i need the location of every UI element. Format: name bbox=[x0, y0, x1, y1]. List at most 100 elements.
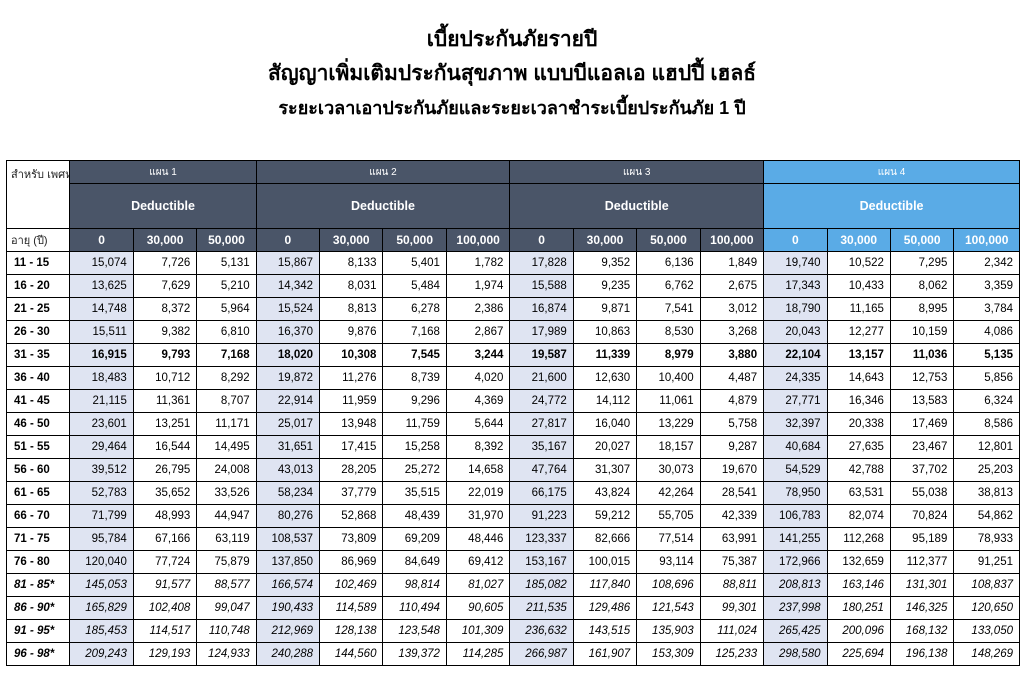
premium-cell: 42,264 bbox=[636, 481, 701, 505]
premium-cell: 17,415 bbox=[319, 435, 384, 459]
premium-cell: 1,849 bbox=[699, 251, 765, 275]
premium-cell: 132,659 bbox=[826, 550, 891, 574]
premium-cell: 17,828 bbox=[509, 251, 574, 275]
premium-cell: 8,372 bbox=[132, 297, 198, 321]
premium-cell: 7,168 bbox=[196, 343, 257, 367]
premium-cell: 26,795 bbox=[132, 458, 198, 482]
age-range-cell: 36 - 40 bbox=[5, 366, 71, 390]
premium-cell: 14,658 bbox=[445, 458, 511, 482]
table-row: 16 - 20 13,625 7,629 5,210 14,342 8,031 5,484 1… bbox=[5, 274, 1020, 298]
premium-cell: 91,251 bbox=[953, 550, 1020, 574]
premium-cell: 67,166 bbox=[132, 527, 198, 551]
premium-cell: 82,666 bbox=[572, 527, 638, 551]
age-column-header: อายุ (ปี) bbox=[5, 228, 71, 252]
premium-cell: 24,008 bbox=[196, 458, 257, 482]
premium-cell: 9,235 bbox=[572, 274, 638, 298]
premium-cell: 11,959 bbox=[319, 389, 384, 413]
premium-cell: 37,779 bbox=[319, 481, 384, 505]
premium-cell: 32,397 bbox=[763, 412, 828, 436]
premium-cell: 14,342 bbox=[255, 274, 321, 298]
premium-cell: 70,824 bbox=[889, 504, 955, 528]
premium-cell: 16,915 bbox=[69, 343, 134, 367]
premium-cell: 99,047 bbox=[196, 596, 257, 620]
premium-cell: 5,210 bbox=[196, 274, 257, 298]
premium-cell: 124,933 bbox=[196, 642, 257, 666]
premium-cell: 20,043 bbox=[763, 320, 828, 344]
premium-cell: 18,020 bbox=[255, 343, 321, 367]
table-row: 36 - 40 18,483 10,712 8,292 19,872 11,276 8,73… bbox=[5, 366, 1020, 390]
premium-cell: 8,292 bbox=[196, 366, 257, 390]
premium-cell: 128,138 bbox=[319, 619, 384, 643]
premium-cell: 47,764 bbox=[509, 458, 574, 482]
premium-cell: 6,278 bbox=[382, 297, 447, 321]
premium-cell: 120,040 bbox=[69, 550, 134, 574]
premium-cell: 73,809 bbox=[319, 527, 384, 551]
premium-cell: 3,359 bbox=[953, 274, 1020, 298]
premium-cell: 114,589 bbox=[319, 596, 384, 620]
premium-cell: 6,136 bbox=[636, 251, 701, 275]
premium-cell: 15,524 bbox=[255, 297, 321, 321]
age-range-cell: 11 - 15 bbox=[5, 251, 71, 275]
premium-cell: 52,868 bbox=[319, 504, 384, 528]
premium-cell: 14,748 bbox=[69, 297, 134, 321]
premium-cell: 77,724 bbox=[132, 550, 198, 574]
premium-cell: 20,338 bbox=[826, 412, 891, 436]
premium-cell: 14,643 bbox=[826, 366, 891, 390]
age-range-cell: 56 - 60 bbox=[5, 458, 71, 482]
premium-cell: 78,950 bbox=[763, 481, 828, 505]
premium-cell: 108,537 bbox=[255, 527, 321, 551]
premium-cell: 78,933 bbox=[953, 527, 1020, 551]
premium-cell: 75,387 bbox=[699, 550, 765, 574]
premium-cell: 81,027 bbox=[445, 573, 511, 597]
premium-cell: 7,541 bbox=[636, 297, 701, 321]
age-range-cell: 61 - 65 bbox=[5, 481, 71, 505]
premium-cell: 8,031 bbox=[319, 274, 384, 298]
premium-cell: 33,526 bbox=[196, 481, 257, 505]
age-range-cell: 76 - 80 bbox=[5, 550, 71, 574]
plan-2-deductible-column-header: 0 bbox=[255, 228, 321, 252]
premium-cell: 163,146 bbox=[826, 573, 891, 597]
premium-cell: 161,907 bbox=[572, 642, 638, 666]
premium-cell: 75,879 bbox=[196, 550, 257, 574]
premium-cell: 8,530 bbox=[636, 320, 701, 344]
premium-cell: 27,817 bbox=[509, 412, 574, 436]
premium-cell: 16,040 bbox=[572, 412, 638, 436]
premium-cell: 6,810 bbox=[196, 320, 257, 344]
premium-cell: 10,712 bbox=[132, 366, 198, 390]
premium-cell: 10,308 bbox=[319, 343, 384, 367]
premium-cell: 23,601 bbox=[69, 412, 134, 436]
premium-cell: 13,625 bbox=[69, 274, 134, 298]
premium-cell: 7,726 bbox=[132, 251, 198, 275]
premium-cell: 7,295 bbox=[889, 251, 955, 275]
age-range-cell: 91 - 95* bbox=[5, 619, 71, 643]
plan-2-deductible-column-header: 30,000 bbox=[319, 228, 384, 252]
premium-cell: 22,914 bbox=[255, 389, 321, 413]
premium-cell: 38,813 bbox=[953, 481, 1020, 505]
premium-cell: 55,038 bbox=[889, 481, 955, 505]
premium-cell: 58,234 bbox=[255, 481, 321, 505]
premium-cell: 196,138 bbox=[889, 642, 955, 666]
page-subtitle: สัญญาเพิ่มเติมประกันสุขภาพ แบบบีแอลเอ แฮ… bbox=[267, 62, 757, 85]
premium-cell: 2,867 bbox=[445, 320, 511, 344]
premium-cell: 22,104 bbox=[763, 343, 828, 367]
premium-cell: 48,439 bbox=[382, 504, 447, 528]
premium-cell: 5,401 bbox=[382, 251, 447, 275]
premium-cell: 18,790 bbox=[763, 297, 828, 321]
premium-cell: 16,544 bbox=[132, 435, 198, 459]
table-row: 11 - 15 15,074 7,726 5,131 15,867 8,133 5,401 1… bbox=[5, 251, 1020, 275]
premium-cell: 4,487 bbox=[699, 366, 765, 390]
premium-cell: 145,053 bbox=[69, 573, 134, 597]
premium-cell: 153,309 bbox=[636, 642, 701, 666]
premium-cell: 10,863 bbox=[572, 320, 638, 344]
premium-cell: 66,175 bbox=[509, 481, 574, 505]
premium-cell: 165,829 bbox=[69, 596, 134, 620]
premium-table-body: 11 - 15 15,074 7,726 5,131 15,867 8,133 5,401 1… bbox=[5, 251, 1020, 666]
premium-cell: 101,309 bbox=[445, 619, 511, 643]
premium-cell: 80,276 bbox=[255, 504, 321, 528]
table-row: 96 - 98* 209,243 129,193 124,933 240,288 144,… bbox=[5, 642, 1020, 666]
premium-cell: 2,342 bbox=[953, 251, 1020, 275]
premium-cell: 54,862 bbox=[953, 504, 1020, 528]
premium-cell: 114,517 bbox=[132, 619, 198, 643]
premium-cell: 86,969 bbox=[319, 550, 384, 574]
premium-cell: 18,483 bbox=[69, 366, 134, 390]
